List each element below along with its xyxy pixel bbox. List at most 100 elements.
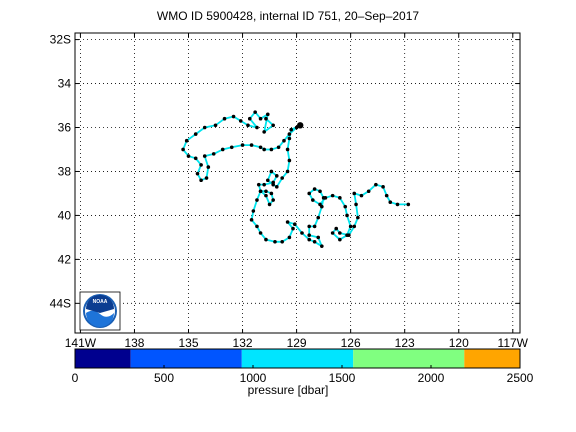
noaa-logo: NOAA: [79, 291, 121, 331]
map-grid: 32S 34 36 38 40 42 44S 141W 138 135 132 129 126 123 12…: [50, 33, 529, 350]
track-point: [199, 163, 203, 167]
track-point: [354, 202, 358, 207]
logo-bird: [86, 295, 114, 313]
track-point: [199, 178, 203, 183]
track-point: [222, 116, 227, 121]
track-point: [282, 138, 286, 143]
track-point: [276, 145, 281, 150]
lon-tick-label: 135: [178, 336, 198, 350]
track-point: [231, 114, 236, 119]
track-point: [258, 145, 263, 150]
track-point: [202, 125, 207, 130]
track-point: [285, 169, 290, 174]
track-point: [195, 171, 200, 176]
track-point: [312, 224, 317, 229]
track-point: [316, 235, 321, 240]
colorbar-segment: [464, 349, 520, 368]
lat-tick-label: 32S: [50, 33, 71, 47]
track-point: [258, 189, 263, 194]
track-point: [307, 237, 312, 242]
track-point: [347, 233, 351, 237]
track-point: [289, 127, 293, 132]
track-point: [381, 185, 385, 189]
lat-tick-label: 38: [58, 164, 72, 178]
track-point: [255, 125, 259, 130]
colorbar-segment: [75, 349, 131, 368]
track-point: [255, 198, 259, 202]
track-point: [374, 182, 378, 187]
track-point: [271, 198, 275, 202]
track-point: [307, 191, 312, 196]
track-point: [300, 231, 304, 235]
track-point: [287, 235, 292, 240]
chart-title: WMO ID 5900428, internal ID 751, 20–Sep–…: [156, 9, 420, 23]
track-point: [186, 154, 191, 158]
track-point: [359, 193, 364, 198]
colorbar-tick-label: 500: [154, 371, 174, 385]
track-point: [264, 237, 268, 242]
lon-tick-label: 120: [449, 336, 469, 350]
track-point: [334, 226, 339, 231]
track-point: [287, 136, 292, 141]
track-point: [253, 110, 257, 114]
track-point: [280, 176, 284, 180]
track-point: [213, 123, 218, 128]
track-point: [307, 233, 312, 237]
track-point: [269, 147, 274, 152]
track-point: [220, 147, 225, 152]
track-point: [345, 213, 349, 218]
track-point: [318, 189, 322, 194]
track-point: [330, 193, 335, 198]
track-point: [258, 231, 263, 235]
track-point: [264, 189, 268, 194]
track-point: [262, 130, 266, 134]
logo-wave: [86, 310, 114, 327]
float-trajectory: [181, 110, 411, 248]
colorbar-segment: [353, 349, 465, 368]
track-point: [366, 189, 371, 194]
track-point: [406, 202, 411, 207]
track-point: [202, 154, 207, 158]
track-point: [211, 152, 216, 156]
track-point: [240, 143, 245, 147]
lat-tick-label: 42: [58, 252, 72, 266]
track-point: [280, 239, 284, 244]
track-point: [274, 174, 279, 178]
track-point: [249, 143, 254, 147]
track-point: [247, 116, 252, 121]
track-point: [316, 215, 321, 220]
track-point: [246, 123, 250, 128]
track-point: [269, 169, 274, 174]
lon-tick-label: 117W: [498, 336, 529, 350]
track-point: [265, 178, 270, 183]
track-point: [269, 191, 274, 196]
track-point: [262, 182, 266, 187]
track-point: [343, 204, 348, 209]
track-point: [352, 191, 357, 196]
track-point: [318, 202, 322, 207]
lon-tick-label: 123: [395, 336, 415, 350]
track-point: [256, 182, 261, 187]
track-point: [193, 156, 198, 161]
track-point: [312, 187, 317, 191]
lon-tick-label: 138: [124, 336, 144, 350]
track-point: [273, 239, 277, 244]
track-point: [264, 116, 268, 121]
colorbar-tick-label: 2500: [507, 371, 534, 385]
track-point: [287, 132, 292, 136]
colorbar-frame: [74, 348, 521, 369]
track-point: [249, 218, 254, 222]
colorbar-tick-label: 2000: [418, 371, 445, 385]
map-frame: [74, 32, 521, 334]
colorbar-tick-label: 0: [72, 371, 79, 385]
lon-tick-label: 129: [287, 336, 307, 350]
colorbar-segment: [241, 349, 354, 368]
lat-tick-label: 34: [58, 77, 72, 91]
track-point: [338, 231, 342, 235]
track-point: [265, 112, 270, 117]
lat-tick-label: 40: [58, 208, 72, 222]
track-point: [395, 202, 400, 207]
map-background: [75, 33, 520, 333]
track-point: [285, 220, 290, 224]
